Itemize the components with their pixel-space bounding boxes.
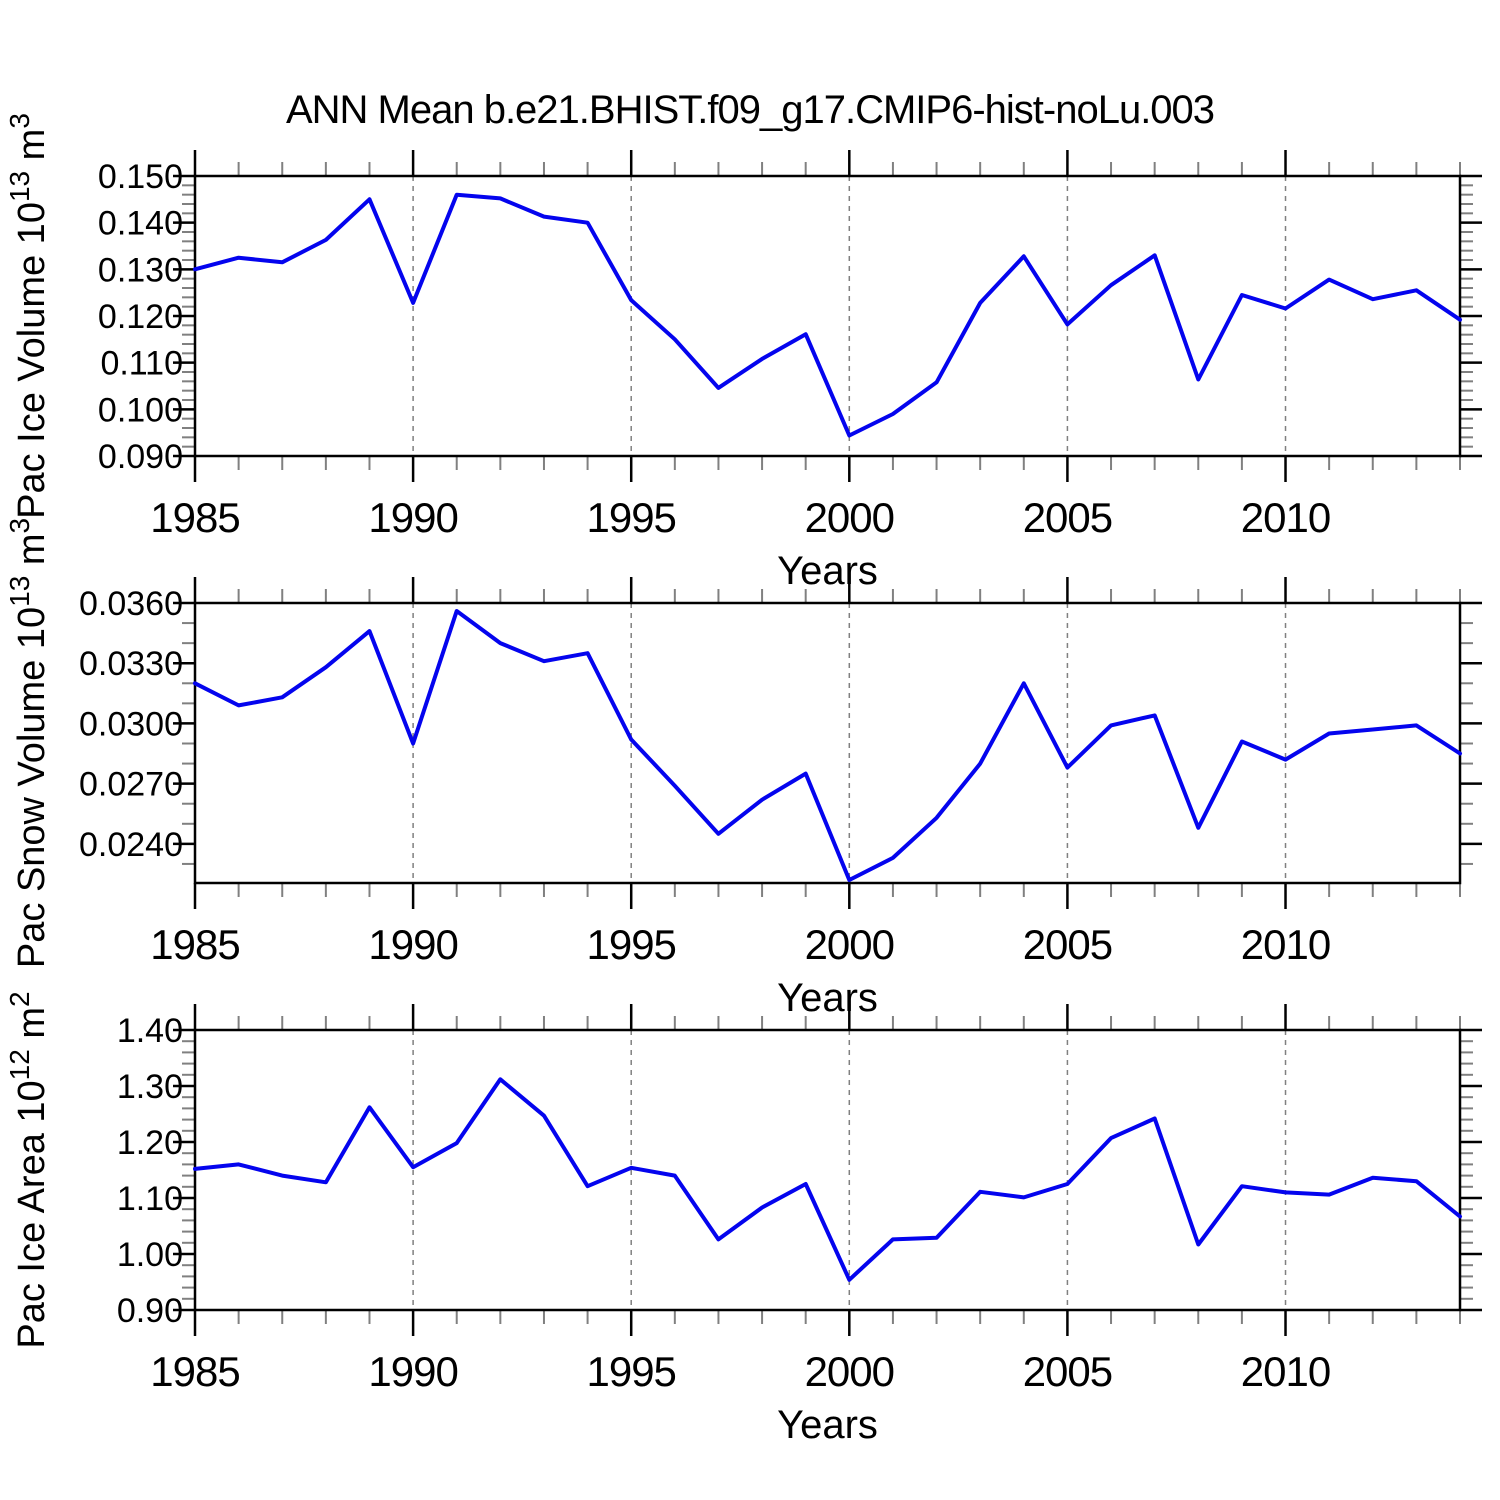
y-tick-label: 0.0240	[79, 826, 183, 864]
chart-title: ANN Mean b.e21.BHIST.f09_g17.CMIP6-hist-…	[285, 88, 1215, 132]
x-tick-label: 1985	[150, 1348, 239, 1395]
x-tick-label: 1990	[368, 494, 457, 541]
x-tick-label: 1995	[586, 494, 675, 541]
y-tick-label: 1.20	[117, 1124, 183, 1162]
data-line-pac-ice-area	[193, 1077, 1462, 1282]
y-tick-label: 0.130	[98, 251, 183, 289]
x-axis-title: Years	[777, 976, 878, 1020]
panel-pac-snow-volume: 0.0240 0.0270 0.0300 0.0330 0.0360 1985 1990 19…	[4, 518, 1482, 1020]
data-line-pac-snow-volume	[193, 609, 1462, 882]
x-tick-label: 2000	[805, 921, 894, 968]
x-tick-label: 1995	[586, 921, 675, 968]
x-tick-label: 2005	[1023, 494, 1112, 541]
y-tick-label: 0.0360	[79, 585, 183, 623]
y-axis-title: Pac Ice Volume 1013 m3	[4, 113, 53, 519]
y-tick-label: 0.150	[98, 158, 183, 196]
panel-pac-ice-volume: 0.090 0.100 0.110 0.120 0.130 0.140 0.150 1985 1…	[4, 113, 1482, 593]
y-axis-title: Pac Ice Area 1012 m2	[4, 991, 53, 1348]
y-tick-label: 0.090	[98, 438, 183, 476]
y-tick-label: 0.90	[117, 1292, 183, 1330]
y-tick-label: 0.0300	[79, 705, 183, 743]
y-tick-label: 1.30	[117, 1068, 183, 1106]
y-tick-label: 1.00	[117, 1236, 183, 1274]
x-tick-label: 1995	[586, 1348, 675, 1395]
x-tick-label: 2010	[1241, 1348, 1330, 1395]
x-tick-label: 2000	[805, 1348, 894, 1395]
y-tick-label: 0.0330	[79, 645, 183, 683]
plot-frame	[193, 601, 1462, 885]
x-tick-label: 2010	[1241, 494, 1330, 541]
data-line-pac-ice-volume	[193, 192, 1462, 438]
x-tick-label: 1985	[150, 494, 239, 541]
x-tick-label: 2005	[1023, 1348, 1112, 1395]
x-tick-label: 2010	[1241, 921, 1330, 968]
x-tick-label: 1985	[150, 921, 239, 968]
plot-frame	[193, 1028, 1462, 1312]
x-tick-label: 1990	[368, 921, 457, 968]
y-tick-label: 0.100	[98, 391, 183, 429]
x-tick-label: 2005	[1023, 921, 1112, 968]
y-tick-label: 1.10	[117, 1180, 183, 1218]
y-axis-title: Pac Snow Volume 1013 m3	[4, 518, 53, 968]
y-tick-label: 0.120	[98, 298, 183, 336]
x-axis-title: Years	[777, 549, 878, 593]
y-tick-label: 0.0270	[79, 766, 183, 804]
panel-pac-ice-area: 0.90 1.00 1.10 1.20 1.30 1.40 1985 1990 1995 2000…	[4, 991, 1482, 1447]
x-tick-label: 1990	[368, 1348, 457, 1395]
x-axis-title: Years	[777, 1403, 878, 1447]
x-tick-label: 2000	[805, 494, 894, 541]
y-tick-label: 1.40	[117, 1012, 183, 1050]
y-tick-label: 0.140	[98, 205, 183, 243]
y-tick-label: 0.110	[100, 345, 183, 383]
plot-frame	[193, 174, 1462, 458]
